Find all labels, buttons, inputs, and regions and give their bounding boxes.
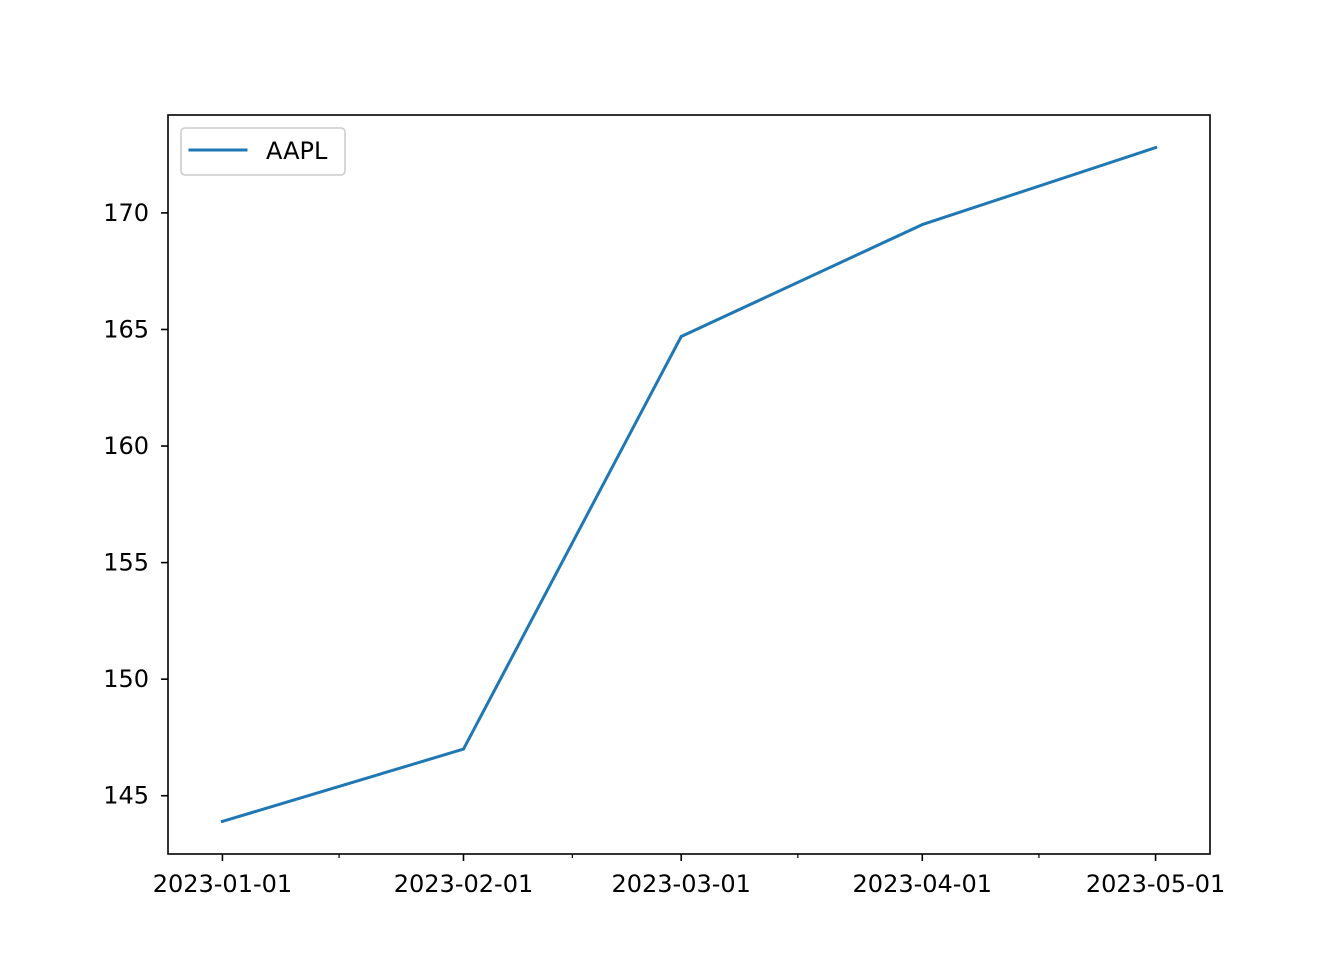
legend-label: AAPL: [266, 137, 328, 165]
data-point: [1154, 146, 1158, 150]
y-tick-label: 145: [103, 782, 149, 810]
x-tick-label: 2023-03-01: [611, 870, 750, 898]
plot-frame: [167, 114, 1211, 855]
data-point: [461, 747, 465, 751]
series-layer: [220, 145, 1158, 824]
legend-box: [180, 127, 346, 176]
x-tick-label: 2023-05-01: [1086, 870, 1225, 898]
y-tick-label: 150: [103, 665, 149, 693]
data-point: [920, 223, 924, 227]
legend: AAPL: [180, 127, 346, 176]
ticks-layer: 145 150 155 160 165 170 2023-01-01 2023-02-01 20…: [103, 199, 1225, 898]
data-point: [220, 819, 224, 823]
x-tick-label: 2023-01-01: [153, 870, 292, 898]
data-point: [679, 334, 683, 338]
y-tick-label: 165: [103, 315, 149, 343]
x-tick-label: 2023-02-01: [394, 870, 533, 898]
y-tick-label: 155: [103, 549, 149, 577]
y-tick-label: 170: [103, 199, 149, 227]
y-tick-label: 160: [103, 432, 149, 460]
x-tick-label: 2023-04-01: [853, 870, 992, 898]
